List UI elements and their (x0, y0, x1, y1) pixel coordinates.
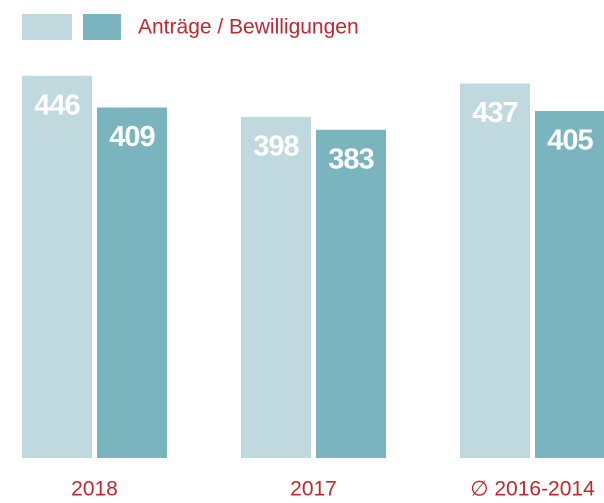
value-label: 446 (34, 89, 80, 121)
bar (22, 75, 92, 458)
legend-swatch (22, 14, 72, 40)
bar (460, 83, 530, 458)
bar (97, 107, 167, 458)
value-label: 409 (109, 121, 155, 153)
value-label: 405 (547, 125, 593, 157)
legend-label: Anträge / Bewilligungen (138, 16, 359, 39)
value-label: 383 (328, 143, 374, 175)
category-label: ∅ 2016-2014 (470, 478, 595, 501)
value-label: 437 (472, 97, 517, 129)
category-label: 2018 (71, 478, 118, 501)
bar (535, 110, 604, 458)
legend-swatch (83, 14, 121, 40)
category-label: 2017 (290, 478, 337, 501)
value-label: 398 (253, 131, 299, 163)
bar (241, 116, 311, 458)
bar (316, 129, 386, 459)
